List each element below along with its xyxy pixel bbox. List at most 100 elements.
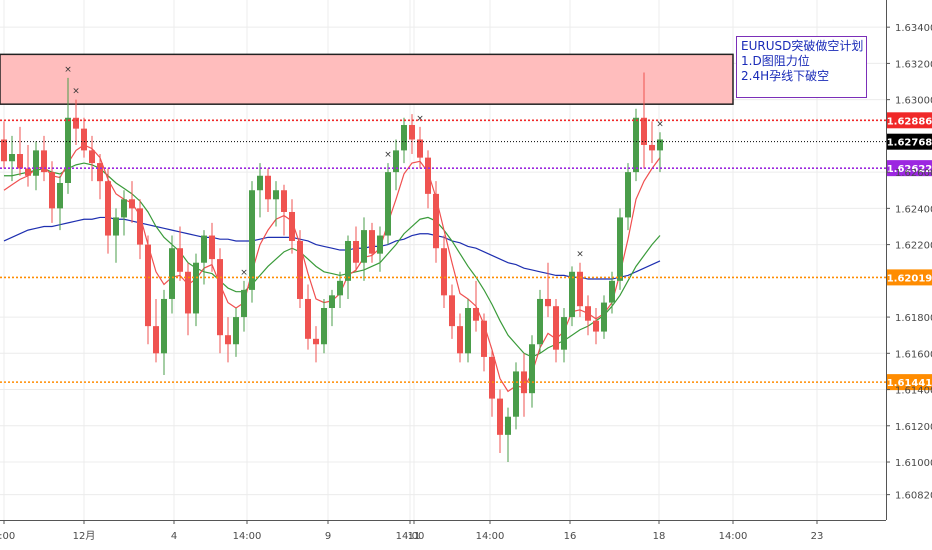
candle bbox=[209, 222, 215, 272]
annotation-box: EURUSD突破做空计划 1.D图阻力位 2.4H孕线下破空 bbox=[736, 36, 867, 98]
candle-body bbox=[81, 128, 87, 151]
x-marker: × bbox=[240, 268, 248, 278]
candle-body bbox=[609, 280, 615, 303]
level-label-bg bbox=[887, 269, 932, 286]
candle-body bbox=[113, 217, 119, 236]
level-label: 1.61441 bbox=[887, 378, 932, 389]
candle bbox=[129, 181, 135, 223]
candle-body bbox=[97, 163, 103, 182]
candle bbox=[529, 335, 535, 408]
candle bbox=[545, 262, 551, 318]
candle-body bbox=[497, 398, 503, 435]
candle bbox=[625, 163, 631, 231]
candle bbox=[73, 99, 79, 145]
candle-body bbox=[25, 168, 31, 176]
candle bbox=[265, 168, 271, 212]
candle-body bbox=[617, 217, 623, 281]
candle bbox=[153, 298, 159, 363]
candle-body bbox=[329, 295, 335, 309]
x-marker: × bbox=[72, 87, 80, 97]
y-tick-label: 1.63400 bbox=[895, 23, 932, 34]
candle-body bbox=[313, 338, 319, 345]
level-label: 1.62622 bbox=[887, 164, 932, 175]
candle-body bbox=[273, 190, 279, 200]
candle-body bbox=[33, 150, 39, 176]
x-tick-label: 14:00 bbox=[719, 531, 748, 542]
candle bbox=[417, 126, 423, 169]
candle-body bbox=[249, 190, 255, 290]
candle-body bbox=[489, 356, 495, 399]
candle bbox=[505, 407, 511, 463]
candle-body bbox=[17, 154, 23, 169]
level-label: 1.62768 bbox=[887, 138, 932, 149]
candle bbox=[305, 284, 311, 350]
y-tick-label: 1.61000 bbox=[895, 458, 932, 469]
candle-body bbox=[225, 335, 231, 345]
x-marker: × bbox=[576, 250, 584, 260]
candle bbox=[481, 313, 487, 372]
candle-body bbox=[289, 211, 295, 241]
candle bbox=[89, 135, 95, 182]
candle bbox=[137, 199, 143, 260]
resistance-zone-rect bbox=[0, 53, 734, 105]
candle-body bbox=[257, 175, 263, 191]
candle bbox=[105, 168, 111, 254]
candle-body bbox=[561, 317, 567, 350]
x-tick-label: 16 bbox=[564, 531, 577, 542]
x-marker: × bbox=[384, 150, 392, 160]
candle-body bbox=[89, 150, 95, 164]
candle-body bbox=[153, 326, 159, 354]
candle-body bbox=[569, 271, 575, 318]
candle-body bbox=[353, 240, 359, 263]
candle bbox=[441, 235, 447, 309]
candle-body bbox=[601, 302, 607, 332]
candle-body bbox=[545, 298, 551, 307]
candle bbox=[513, 362, 519, 430]
candle bbox=[649, 121, 655, 164]
candle bbox=[353, 226, 359, 272]
candle-body bbox=[481, 320, 487, 357]
candle-body bbox=[297, 240, 303, 299]
candle-body bbox=[577, 271, 583, 307]
candle-body bbox=[217, 259, 223, 336]
candle-body bbox=[209, 235, 215, 260]
candle-body bbox=[553, 306, 559, 350]
candle-body bbox=[233, 317, 239, 345]
x-tick-label: 4:00 bbox=[0, 531, 15, 542]
axes bbox=[0, 0, 887, 521]
candle-body bbox=[433, 193, 439, 249]
candle bbox=[361, 217, 367, 281]
y-tick-label: 1.62200 bbox=[895, 241, 932, 252]
annotation-line-1: EURUSD突破做空计划 bbox=[741, 39, 864, 53]
candle bbox=[161, 289, 167, 376]
candle bbox=[489, 349, 495, 417]
levels: 1.62886 1.62768 1.62622 1.62019 1.61441 bbox=[0, 112, 932, 391]
candle bbox=[553, 298, 559, 363]
candle-body bbox=[49, 172, 55, 209]
candle bbox=[657, 132, 663, 173]
x-tick-label: 11 bbox=[408, 531, 421, 542]
candle-body bbox=[177, 248, 183, 272]
candle bbox=[25, 144, 31, 187]
candle bbox=[617, 208, 623, 290]
candle bbox=[433, 181, 439, 263]
candle-body bbox=[513, 371, 519, 417]
annotation-line-2: 1.D图阻力位 bbox=[741, 54, 810, 68]
candle bbox=[609, 271, 615, 314]
y-tick-label: 1.63200 bbox=[895, 59, 932, 70]
candle-body bbox=[161, 298, 167, 354]
candle bbox=[345, 235, 351, 299]
candle bbox=[201, 230, 207, 285]
candle-body bbox=[65, 117, 71, 183]
candle bbox=[193, 253, 199, 327]
candle bbox=[465, 298, 471, 363]
candle-body bbox=[465, 308, 471, 354]
candle bbox=[257, 163, 263, 218]
candle-body bbox=[505, 416, 511, 435]
candle bbox=[369, 222, 375, 263]
candle bbox=[401, 117, 407, 164]
y-tick-label: 1.63000 bbox=[895, 96, 932, 107]
candle-body bbox=[185, 271, 191, 314]
candle-body bbox=[337, 280, 343, 296]
